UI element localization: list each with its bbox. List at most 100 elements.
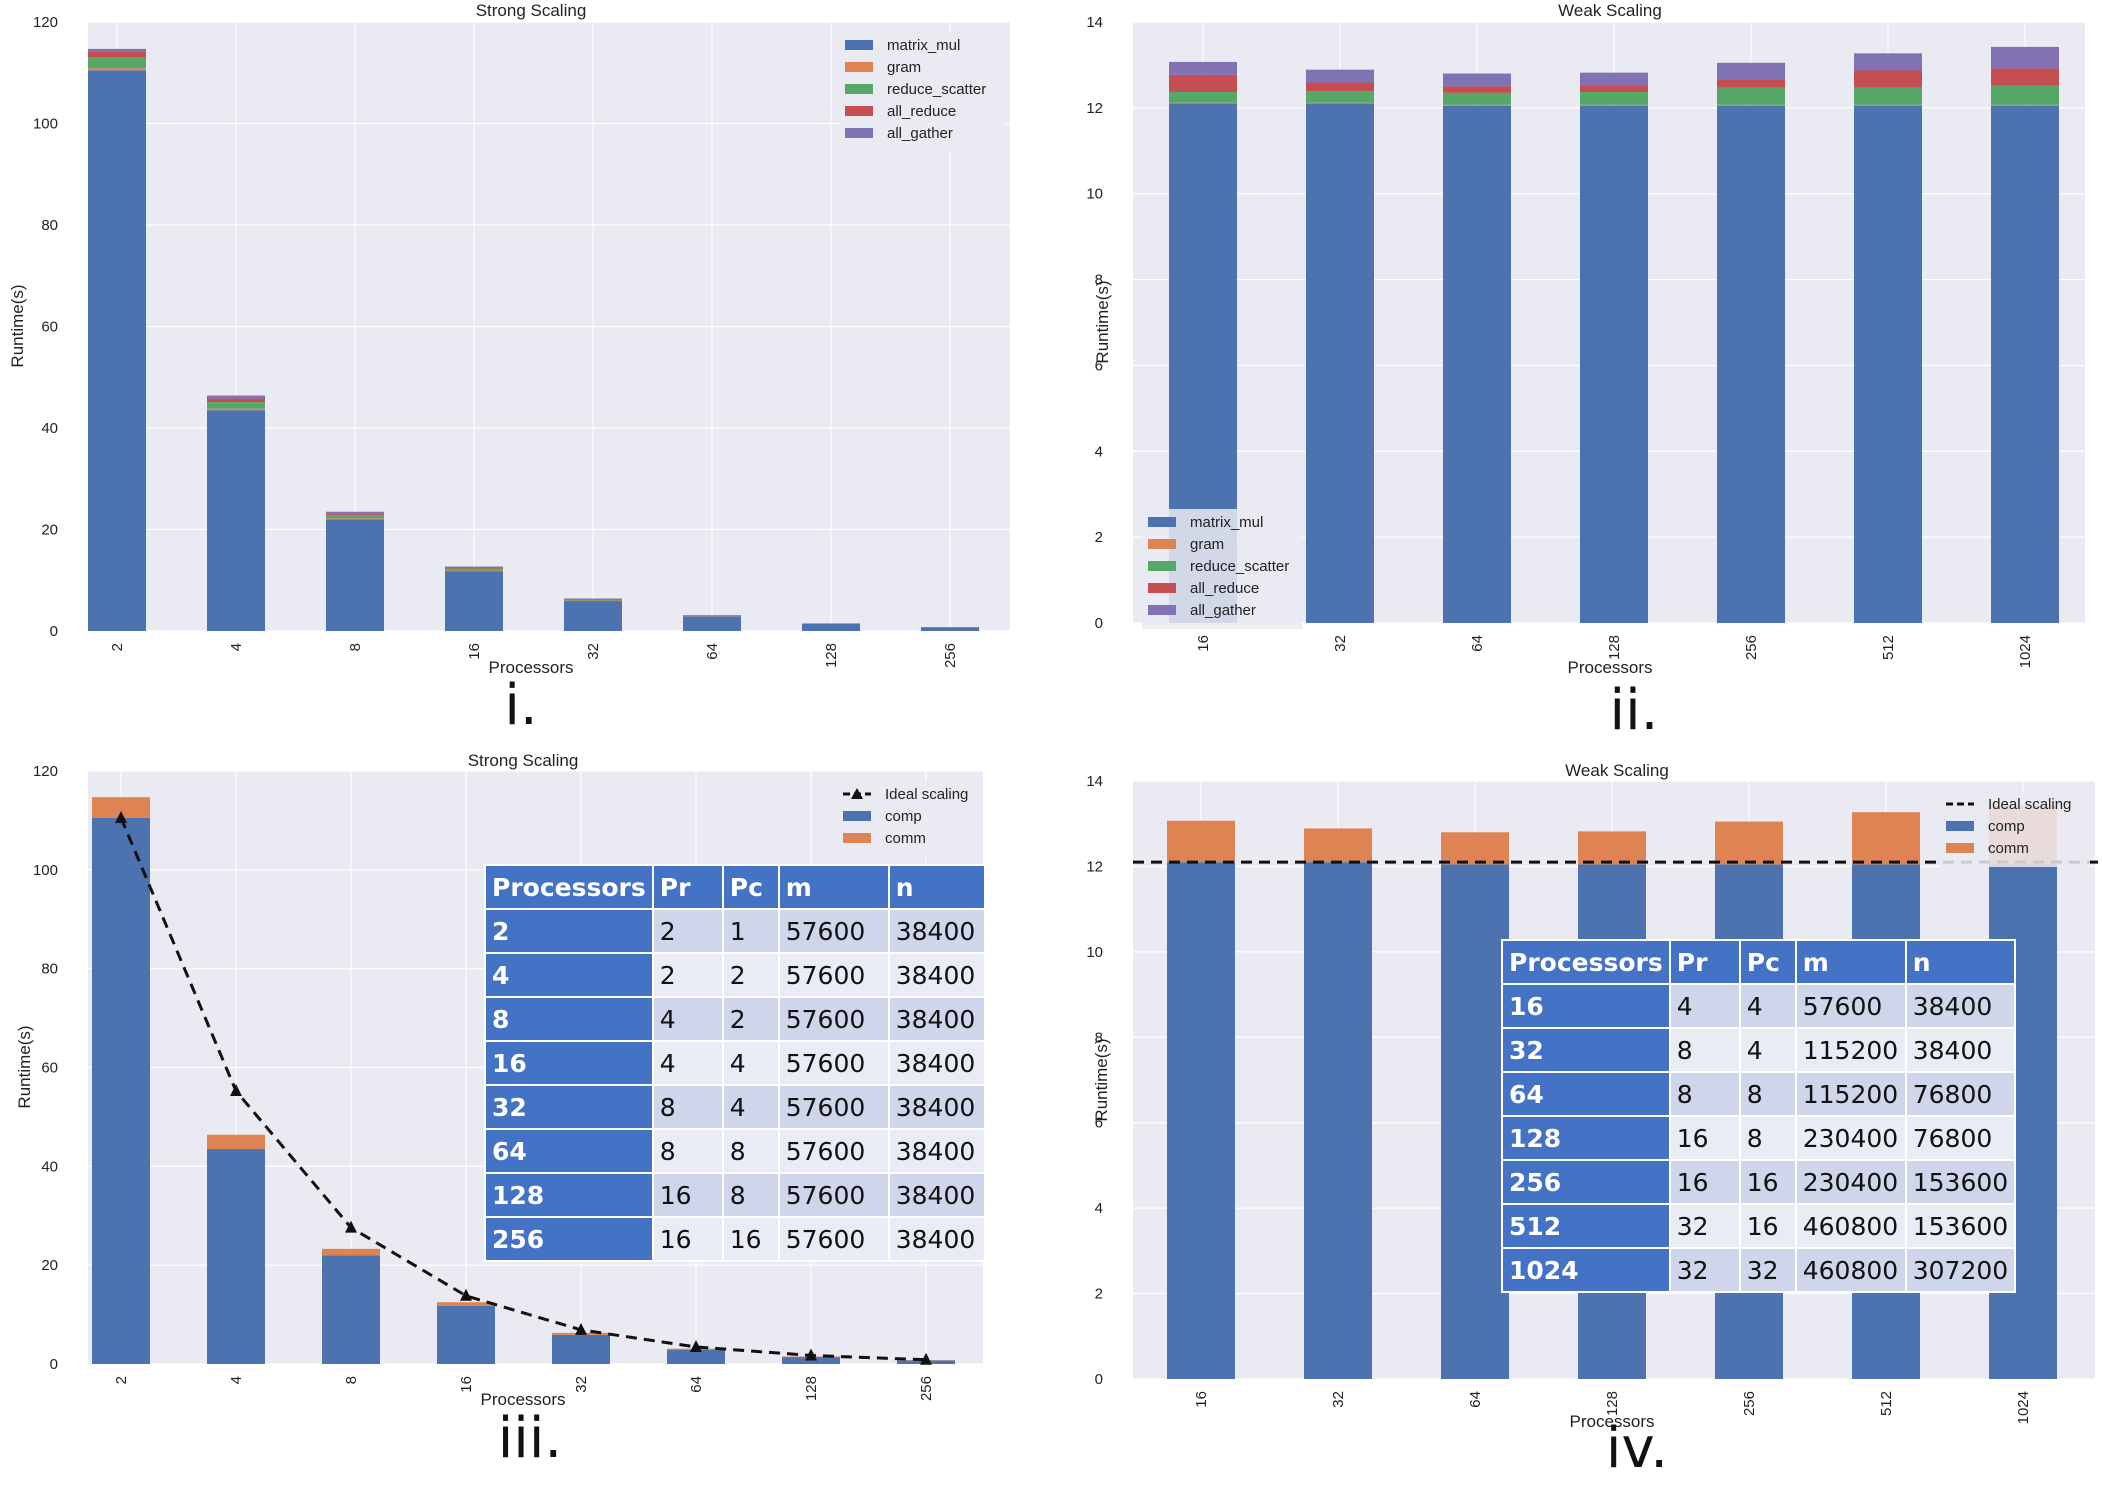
- table-row: 128 16 8 230400 76800: [1501, 1115, 2017, 1161]
- x-tick-label: 16: [458, 1376, 475, 1393]
- table-cell: 4: [721, 1084, 780, 1130]
- table-cell: 38400: [887, 908, 986, 954]
- bar-comm: [1167, 820, 1235, 863]
- table-header-cell: Pc: [1738, 939, 1797, 985]
- chart-title: Weak Scaling: [1558, 1, 1662, 20]
- table-cell: 2: [651, 908, 724, 954]
- y-axis-label: Runtime(s): [1092, 1038, 1111, 1121]
- x-tick-label: 4: [228, 643, 245, 651]
- table-cell: 57600: [1794, 983, 1907, 1029]
- x-tick-label: 2: [113, 1376, 130, 1384]
- bar-matrix_mul: [207, 410, 265, 631]
- bar-all_gather: [564, 598, 622, 600]
- bar-reduce_scatter: [1717, 87, 1785, 105]
- x-axis-label: Processors: [1567, 658, 1652, 677]
- bar-comp: [92, 817, 150, 1364]
- table-cell: 8: [484, 996, 654, 1042]
- y-tick-label: 4: [1095, 1200, 1103, 1217]
- legend-swatch-comp: [1946, 821, 1974, 831]
- weak-scaling-table: Processors Pr Pc m n 16 4 4 57600 38400 32 8 4 11520…: [1501, 939, 2017, 1293]
- bar-matrix_mul: [1854, 105, 1922, 624]
- bar-gram: [326, 518, 384, 520]
- bar-all_gather: [1717, 62, 1785, 80]
- table-header-cell: m: [1794, 939, 1907, 985]
- bar-all_reduce: [1854, 70, 1922, 88]
- legend-swatch-reduce_scatter: [1148, 561, 1176, 571]
- ideal-scaling-point: [460, 1288, 472, 1301]
- x-tick-label: 32: [1332, 635, 1349, 652]
- y-tick-label: 10: [1086, 186, 1103, 203]
- legend-swatch-matrix_mul: [845, 40, 873, 50]
- table-row: 512 32 16 460800 153600: [1501, 1203, 2017, 1249]
- x-tick-label: 64: [1469, 635, 1486, 652]
- bar-comm: [1715, 821, 1783, 865]
- table-cell: 1024: [1501, 1247, 1671, 1293]
- y-tick-label: 100: [33, 862, 58, 879]
- x-axis-label: Processors: [1569, 1412, 1654, 1431]
- table-header-row: Processors Pr Pc m n: [1501, 939, 2017, 985]
- y-tick-label: 12: [1086, 100, 1103, 117]
- bar-all_reduce: [207, 398, 265, 403]
- x-tick-label: 128: [823, 643, 840, 668]
- bar-comm: [1578, 831, 1646, 865]
- table-cell: 512: [1501, 1203, 1671, 1249]
- table-header-cell: n: [887, 864, 986, 910]
- bar-reduce_scatter: [88, 57, 146, 69]
- x-tick-label: 256: [918, 1376, 935, 1401]
- legend-label: gram: [1190, 536, 1224, 553]
- table-cell: 8: [1668, 1071, 1741, 1117]
- strong-scaling-table: Processors Pr Pc m n 2 2 1 57600 38400 4 2 2 57600 38…: [484, 864, 986, 1262]
- x-tick-label: 8: [343, 1376, 360, 1384]
- bar-comm: [437, 1302, 495, 1306]
- legend-label: matrix_mul: [1190, 514, 1263, 531]
- table-cell: 230400: [1794, 1159, 1907, 1205]
- legend: Ideal scaling comp comm: [837, 781, 980, 857]
- table-row: 1024 32 32 460800 307200: [1501, 1247, 2017, 1293]
- y-tick-label: 2: [1095, 1286, 1103, 1303]
- legend-swatch-all_reduce: [845, 106, 873, 116]
- table-cell: 4: [1738, 1027, 1797, 1073]
- bar-gram: [1306, 102, 1374, 104]
- bar-gram: [1991, 104, 2059, 106]
- legend-swatch-gram: [1148, 539, 1176, 549]
- bar-gram: [1854, 104, 1922, 106]
- bar-reduce_scatter: [1991, 85, 2059, 105]
- bar-comp: [437, 1305, 495, 1364]
- bar-reduce_scatter: [683, 615, 741, 617]
- bar-gram: [1169, 102, 1237, 104]
- table-header-cell: Processors: [1501, 939, 1671, 985]
- table-cell: 307200: [1904, 1247, 2017, 1293]
- y-tick-label: 0: [1095, 1371, 1103, 1388]
- table-cell: 16: [651, 1216, 724, 1262]
- ideal-scaling-point: [920, 1352, 932, 1365]
- bar-gram: [88, 68, 146, 71]
- legend-label: comp: [1988, 818, 2025, 835]
- table-row: 64 8 8 57600 38400: [484, 1128, 986, 1174]
- x-tick-label: 16: [1193, 1391, 1210, 1408]
- chart-title: Weak Scaling: [1565, 761, 1669, 780]
- bar-all_gather: [1306, 69, 1374, 83]
- y-tick-label: 0: [1095, 615, 1103, 632]
- table-header-cell: m: [777, 864, 890, 910]
- table-cell: 57600: [777, 996, 890, 1042]
- bar-gram: [207, 408, 265, 411]
- x-axis-label: Processors: [480, 1390, 565, 1409]
- y-tick-label: 60: [41, 1060, 58, 1077]
- table-cell: 57600: [777, 1084, 890, 1130]
- bar-all_reduce: [88, 51, 146, 58]
- table-cell: 38400: [887, 1216, 986, 1262]
- y-tick-label: 40: [41, 1158, 58, 1175]
- bar-reduce_scatter: [207, 402, 265, 409]
- x-tick-label: 128: [1604, 1391, 1621, 1416]
- bar-comm: [1441, 832, 1509, 865]
- table-cell: 38400: [1904, 1027, 2017, 1073]
- bar-comp: [667, 1349, 725, 1364]
- y-tick-label: 120: [33, 763, 58, 780]
- bar-all_reduce: [1991, 68, 2059, 86]
- bar-gram: [1717, 104, 1785, 106]
- bar-matrix_mul: [1991, 105, 2059, 624]
- x-tick-label: 64: [688, 1376, 705, 1393]
- bar-matrix_mul: [445, 571, 503, 631]
- table-row: 32 8 4 115200 38400: [1501, 1027, 2017, 1073]
